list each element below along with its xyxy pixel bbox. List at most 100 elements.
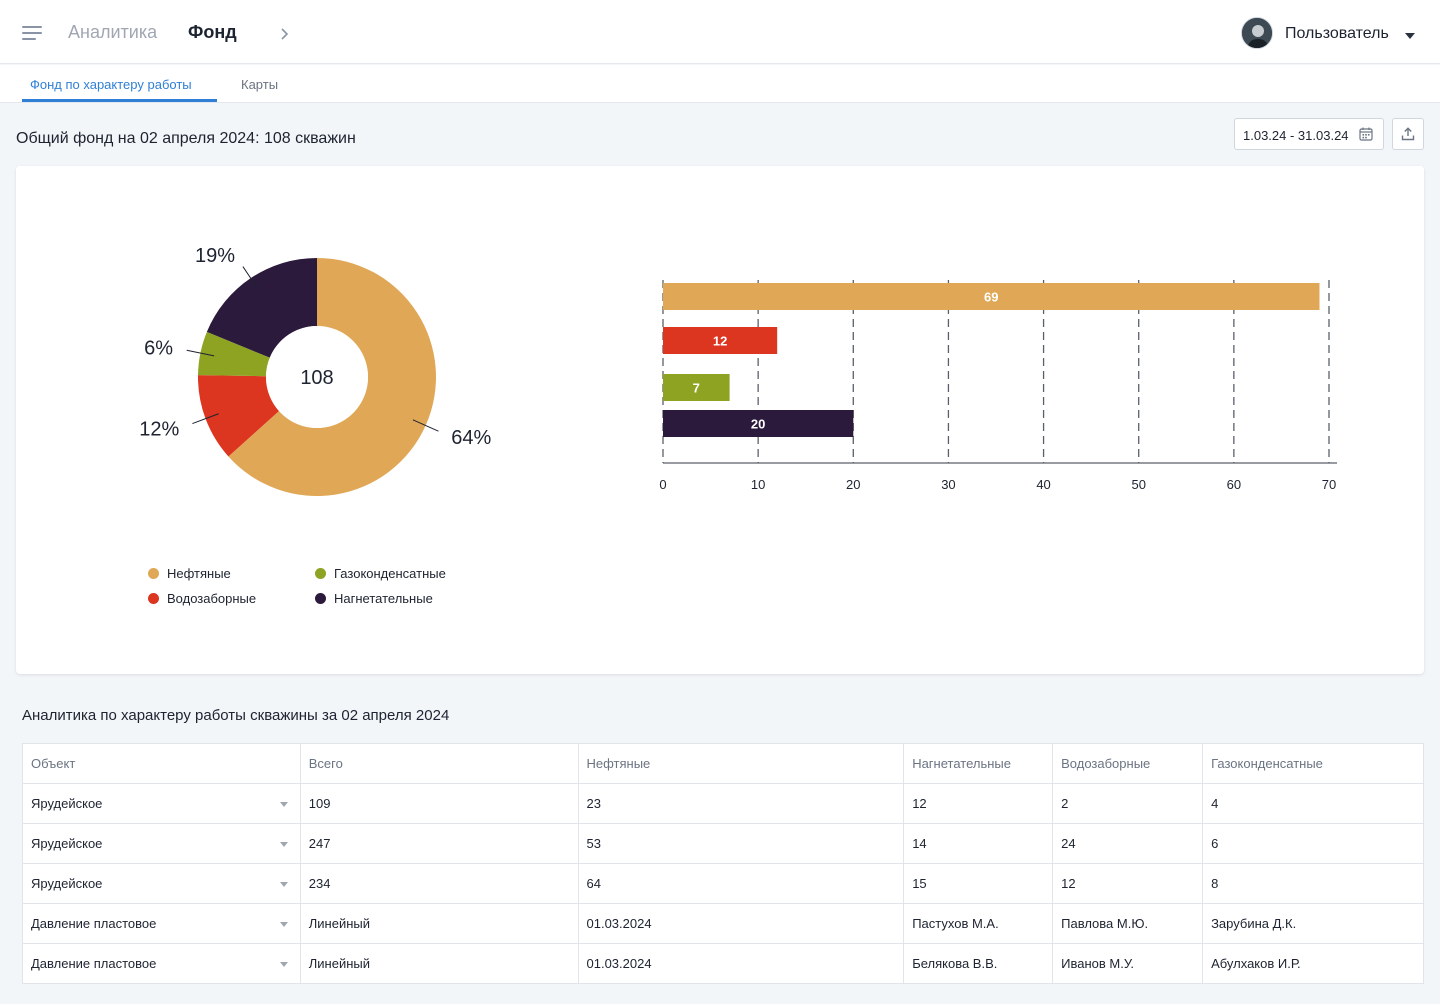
object-select[interactable]: Ярудейское <box>22 823 301 864</box>
top-bar: Аналитика Фонд Пользователь <box>0 0 1440 64</box>
x-tick-label: 10 <box>751 477 765 492</box>
caret-down-icon[interactable] <box>279 842 288 847</box>
legend-dot <box>148 593 159 604</box>
bar-value-label: 20 <box>751 417 765 432</box>
donut-slice <box>198 375 280 457</box>
table-cell: 01.03.2024 <box>577 903 905 944</box>
bar-value-label: 69 <box>984 290 998 305</box>
column-header[interactable]: Газоконденсатные <box>1202 743 1424 784</box>
table-row: Давление пластовое Линейный 01.03.2024 П… <box>22 903 1424 944</box>
calendar-icon <box>1359 127 1373 141</box>
table-row: Ярудейское 247 53 14 24 6 <box>22 823 1424 864</box>
table-cell: 2 <box>1052 783 1204 824</box>
bar <box>663 327 778 354</box>
bar <box>663 374 730 401</box>
leader-line <box>242 266 259 291</box>
table-cell: Павлова М.Ю. <box>1052 903 1204 944</box>
caret-down-icon[interactable] <box>1405 33 1415 39</box>
date-range-picker[interactable]: 1.03.24 - 31.03.24 <box>1234 118 1384 150</box>
active-tab-indicator <box>22 99 217 102</box>
object-value: Давление пластовое <box>31 916 157 931</box>
donut-slice <box>206 258 317 358</box>
leader-line <box>186 349 215 357</box>
x-tick-label: 40 <box>1036 477 1050 492</box>
table-cell: 234 <box>299 863 579 904</box>
x-tick-label: 30 <box>941 477 955 492</box>
user-name[interactable]: Пользователь <box>1285 25 1389 42</box>
table-row: Ярудейское 109 23 12 2 4 <box>22 783 1424 824</box>
table-cell: 6 <box>1202 823 1424 864</box>
column-header[interactable]: Нефтяные <box>577 743 905 784</box>
export-button[interactable] <box>1392 118 1424 150</box>
bar-chart: 69 12 7 20 0 10 20 30 40 50 60 70 <box>659 280 1337 492</box>
object-select[interactable]: Давление пластовое <box>22 903 301 944</box>
donut-chart: 64% 12% 6% 19% 108 <box>139 245 491 496</box>
caret-down-icon[interactable] <box>279 922 288 927</box>
charts-card: 64% 12% 6% 19% 108 69 12 7 20 0 10 20 30 40 50 60 70 Не… <box>16 166 1424 674</box>
table-cell: 4 <box>1202 783 1424 824</box>
donut-slice <box>228 258 436 496</box>
object-select[interactable]: Ярудейское <box>22 863 301 904</box>
x-tick-label: 20 <box>846 477 860 492</box>
table-cell: 12 <box>1052 863 1204 904</box>
slice-label: 6% <box>144 337 173 359</box>
table-cell: 109 <box>299 783 579 824</box>
avatar[interactable] <box>1241 17 1273 49</box>
object-value: Ярудейское <box>31 836 103 851</box>
bar-value-label: 7 <box>693 381 700 396</box>
user-avatar-icon <box>1242 18 1272 48</box>
legend-dot <box>148 568 159 579</box>
breadcrumb-analytics[interactable]: Аналитика <box>68 22 158 42</box>
object-value: Ярудейское <box>31 876 103 891</box>
table-cell: 8 <box>1202 863 1424 904</box>
table-cell: 53 <box>577 823 905 864</box>
caret-down-icon[interactable] <box>279 962 288 967</box>
column-header[interactable]: Всего <box>299 743 579 784</box>
tab-fund-by-work-type[interactable]: Фонд по характеру работы <box>30 77 192 92</box>
table-cell: Линейный <box>299 943 579 984</box>
analytics-table: Объект Всего Нефтяные Нагнетательные Вод… <box>22 743 1424 984</box>
table-cell: Зарубина Д.К. <box>1202 903 1424 944</box>
column-header[interactable]: Нагнетательные <box>903 743 1054 784</box>
chart-legend: Нефтяные Газоконденсатные Водозаборные Н… <box>148 564 488 624</box>
slice-label: 12% <box>139 418 179 440</box>
caret-down-icon[interactable] <box>279 882 288 887</box>
legend-dot <box>315 593 326 604</box>
legend-dot <box>315 568 326 579</box>
date-range-value: 1.03.24 - 31.03.24 <box>1243 128 1349 143</box>
column-header[interactable]: Водозаборные <box>1052 743 1204 784</box>
donut-center-label: 108 <box>300 367 333 389</box>
object-select[interactable]: Давление пластовое <box>22 943 301 984</box>
table-cell: Белякова В.В. <box>903 943 1054 984</box>
tab-maps[interactable]: Карты <box>241 77 279 92</box>
bar <box>663 410 854 437</box>
overview-title: Общий фонд на 02 апреля 2024: 108 скважи… <box>16 130 356 147</box>
donut-hole <box>266 326 368 428</box>
table-cell: 14 <box>903 823 1054 864</box>
slice-label: 64% <box>451 427 491 449</box>
table-row: Давление пластовое Линейный 01.03.2024 Б… <box>22 943 1424 984</box>
menu-icon[interactable] <box>22 26 42 40</box>
table-cell: 64 <box>577 863 905 904</box>
table-cell: 15 <box>903 863 1054 904</box>
chevron-right-icon[interactable] <box>280 27 290 41</box>
bar <box>663 283 1320 310</box>
leader-line <box>192 413 219 425</box>
table-cell: 12 <box>903 783 1054 824</box>
table-cell: Абулхаков И.Р. <box>1202 943 1424 984</box>
legend-label: Газоконденсатные <box>334 566 446 581</box>
object-select[interactable]: Ярудейское <box>22 783 301 824</box>
slice-label: 19% <box>195 245 235 267</box>
bar-value-label: 12 <box>713 334 727 349</box>
caret-down-icon[interactable] <box>279 802 288 807</box>
column-header[interactable]: Объект <box>22 743 301 784</box>
table-cell: Иванов М.У. <box>1052 943 1204 984</box>
legend-label: Водозаборные <box>167 591 257 606</box>
table-row: Ярудейское 234 64 15 12 8 <box>22 863 1424 904</box>
table-title: Аналитика по характеру работы скважины з… <box>22 707 450 724</box>
table-cell: 24 <box>1052 823 1204 864</box>
object-value: Ярудейское <box>31 796 103 811</box>
legend-label: Нагнетательные <box>334 591 433 606</box>
breadcrumb-fund: Фонд <box>188 22 237 42</box>
legend-label: Нефтяные <box>167 566 231 581</box>
